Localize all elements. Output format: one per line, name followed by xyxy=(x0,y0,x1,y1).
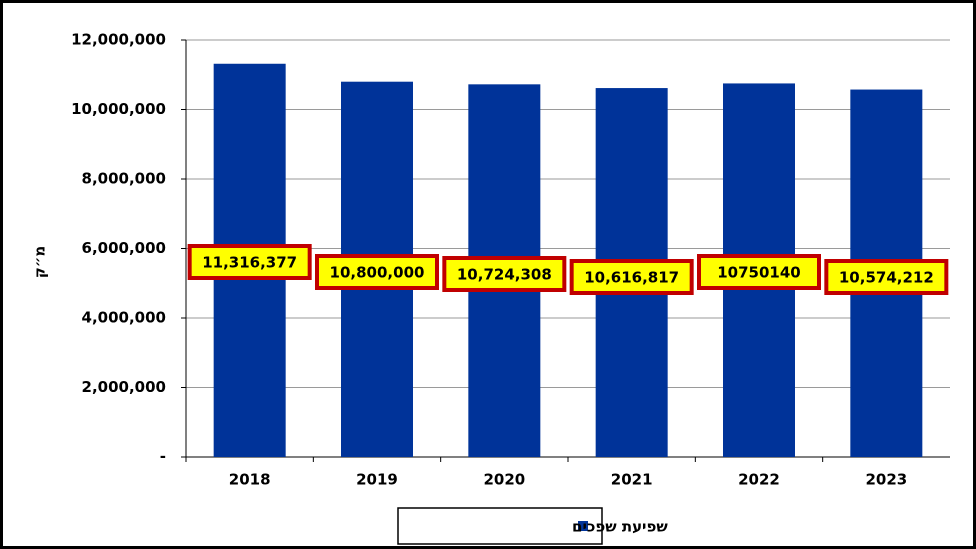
x-tick-label: 2019 xyxy=(356,471,398,489)
value-label-box xyxy=(697,254,821,290)
y-tick-label: 6,000,000 xyxy=(82,239,166,257)
x-tick-label: 2021 xyxy=(611,471,653,489)
y-tick-label: 12,000,000 xyxy=(71,31,166,49)
value-label: 11,316,377 xyxy=(202,254,297,272)
y-tick-label: - xyxy=(160,448,166,466)
y-tick-label: 10,000,000 xyxy=(71,100,166,118)
y-tick-label: 8,000,000 xyxy=(82,170,166,188)
value-label-box xyxy=(315,254,439,290)
value-label-box xyxy=(569,259,694,295)
value-label-box xyxy=(824,259,949,295)
value-label: 10,800,000 xyxy=(330,264,425,282)
y-tick-label: 2,000,000 xyxy=(82,378,166,396)
y-axis-label: מ״ק xyxy=(31,246,49,279)
x-tick-label: 2023 xyxy=(865,471,907,489)
legend-box xyxy=(397,507,603,545)
value-label-box xyxy=(442,256,567,292)
value-label: 10750140 xyxy=(717,264,801,282)
legend-label: שפיעת שפכים xyxy=(572,518,668,536)
value-label: 10,724,308 xyxy=(457,266,552,284)
y-tick-label: 4,000,000 xyxy=(82,309,166,327)
legend-marker xyxy=(578,521,588,531)
value-label-box xyxy=(187,244,312,280)
value-label: 10,574,212 xyxy=(839,269,934,287)
x-tick-label: 2020 xyxy=(483,471,525,489)
x-tick-label: 2018 xyxy=(229,471,271,489)
value-label: 10,616,817 xyxy=(584,269,679,287)
x-tick-label: 2022 xyxy=(738,471,780,489)
